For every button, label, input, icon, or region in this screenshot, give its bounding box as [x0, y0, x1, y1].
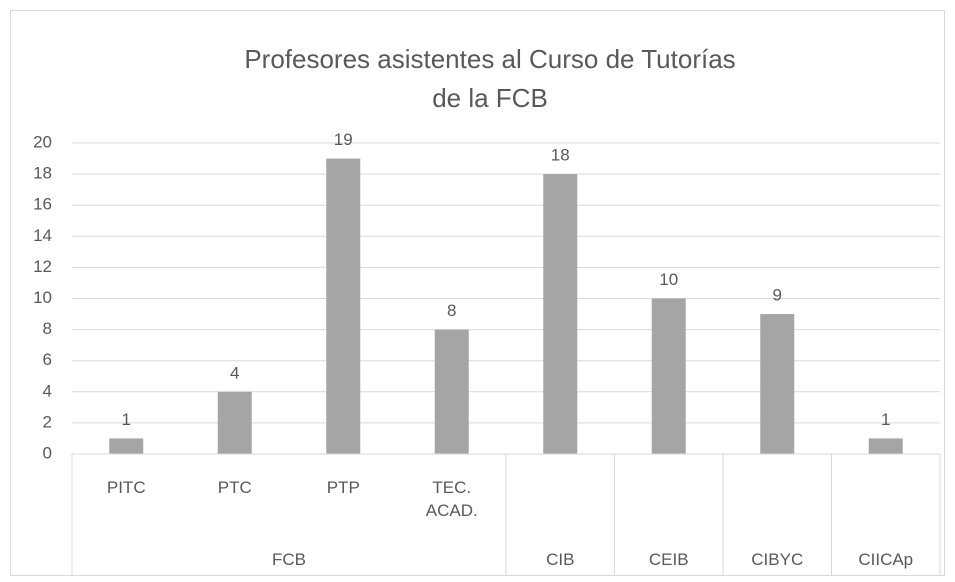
bar — [217, 391, 252, 454]
bar — [651, 298, 686, 454]
bar — [760, 314, 795, 454]
y-tick-label: 10 — [33, 288, 52, 307]
group-label: CIBYC — [751, 550, 804, 569]
x-tick-label: PTP — [326, 478, 360, 497]
chart-title: Profesores asistentes al Curso de Tutorí… — [244, 44, 736, 113]
group-label: CIB — [546, 550, 575, 569]
bar — [868, 438, 903, 454]
bar — [326, 158, 361, 455]
data-label: 1 — [122, 410, 131, 429]
x-tick-label: TEC. ACAD. — [425, 478, 478, 520]
y-tick-label: 20 — [33, 132, 52, 151]
y-tick-label: 2 — [43, 412, 52, 431]
data-label: 9 — [773, 286, 782, 305]
x-tick-label: PTC — [217, 478, 252, 497]
data-label: 10 — [659, 270, 678, 289]
bar — [434, 329, 469, 454]
data-label: 19 — [334, 130, 353, 149]
data-label: 18 — [551, 146, 570, 165]
y-tick-label: 16 — [33, 195, 52, 214]
y-tick-label: 18 — [33, 164, 52, 183]
bar — [109, 438, 144, 454]
data-label: 4 — [230, 363, 239, 382]
y-tick-label: 14 — [33, 226, 52, 245]
y-tick-label: 12 — [33, 257, 52, 276]
bar — [543, 174, 578, 454]
y-tick-label: 4 — [43, 381, 52, 400]
data-label: 8 — [447, 301, 456, 320]
x-tick-label: PITC — [106, 478, 146, 497]
y-tick-label: 0 — [43, 443, 52, 462]
data-label: 1 — [881, 410, 890, 429]
chart-frame — [10, 10, 945, 576]
group-label: CIICAp — [858, 550, 914, 569]
y-tick-label: 6 — [43, 350, 52, 369]
y-tick-label: 8 — [43, 319, 52, 338]
group-label: FCB — [272, 550, 306, 569]
group-label: CEIB — [648, 550, 689, 569]
